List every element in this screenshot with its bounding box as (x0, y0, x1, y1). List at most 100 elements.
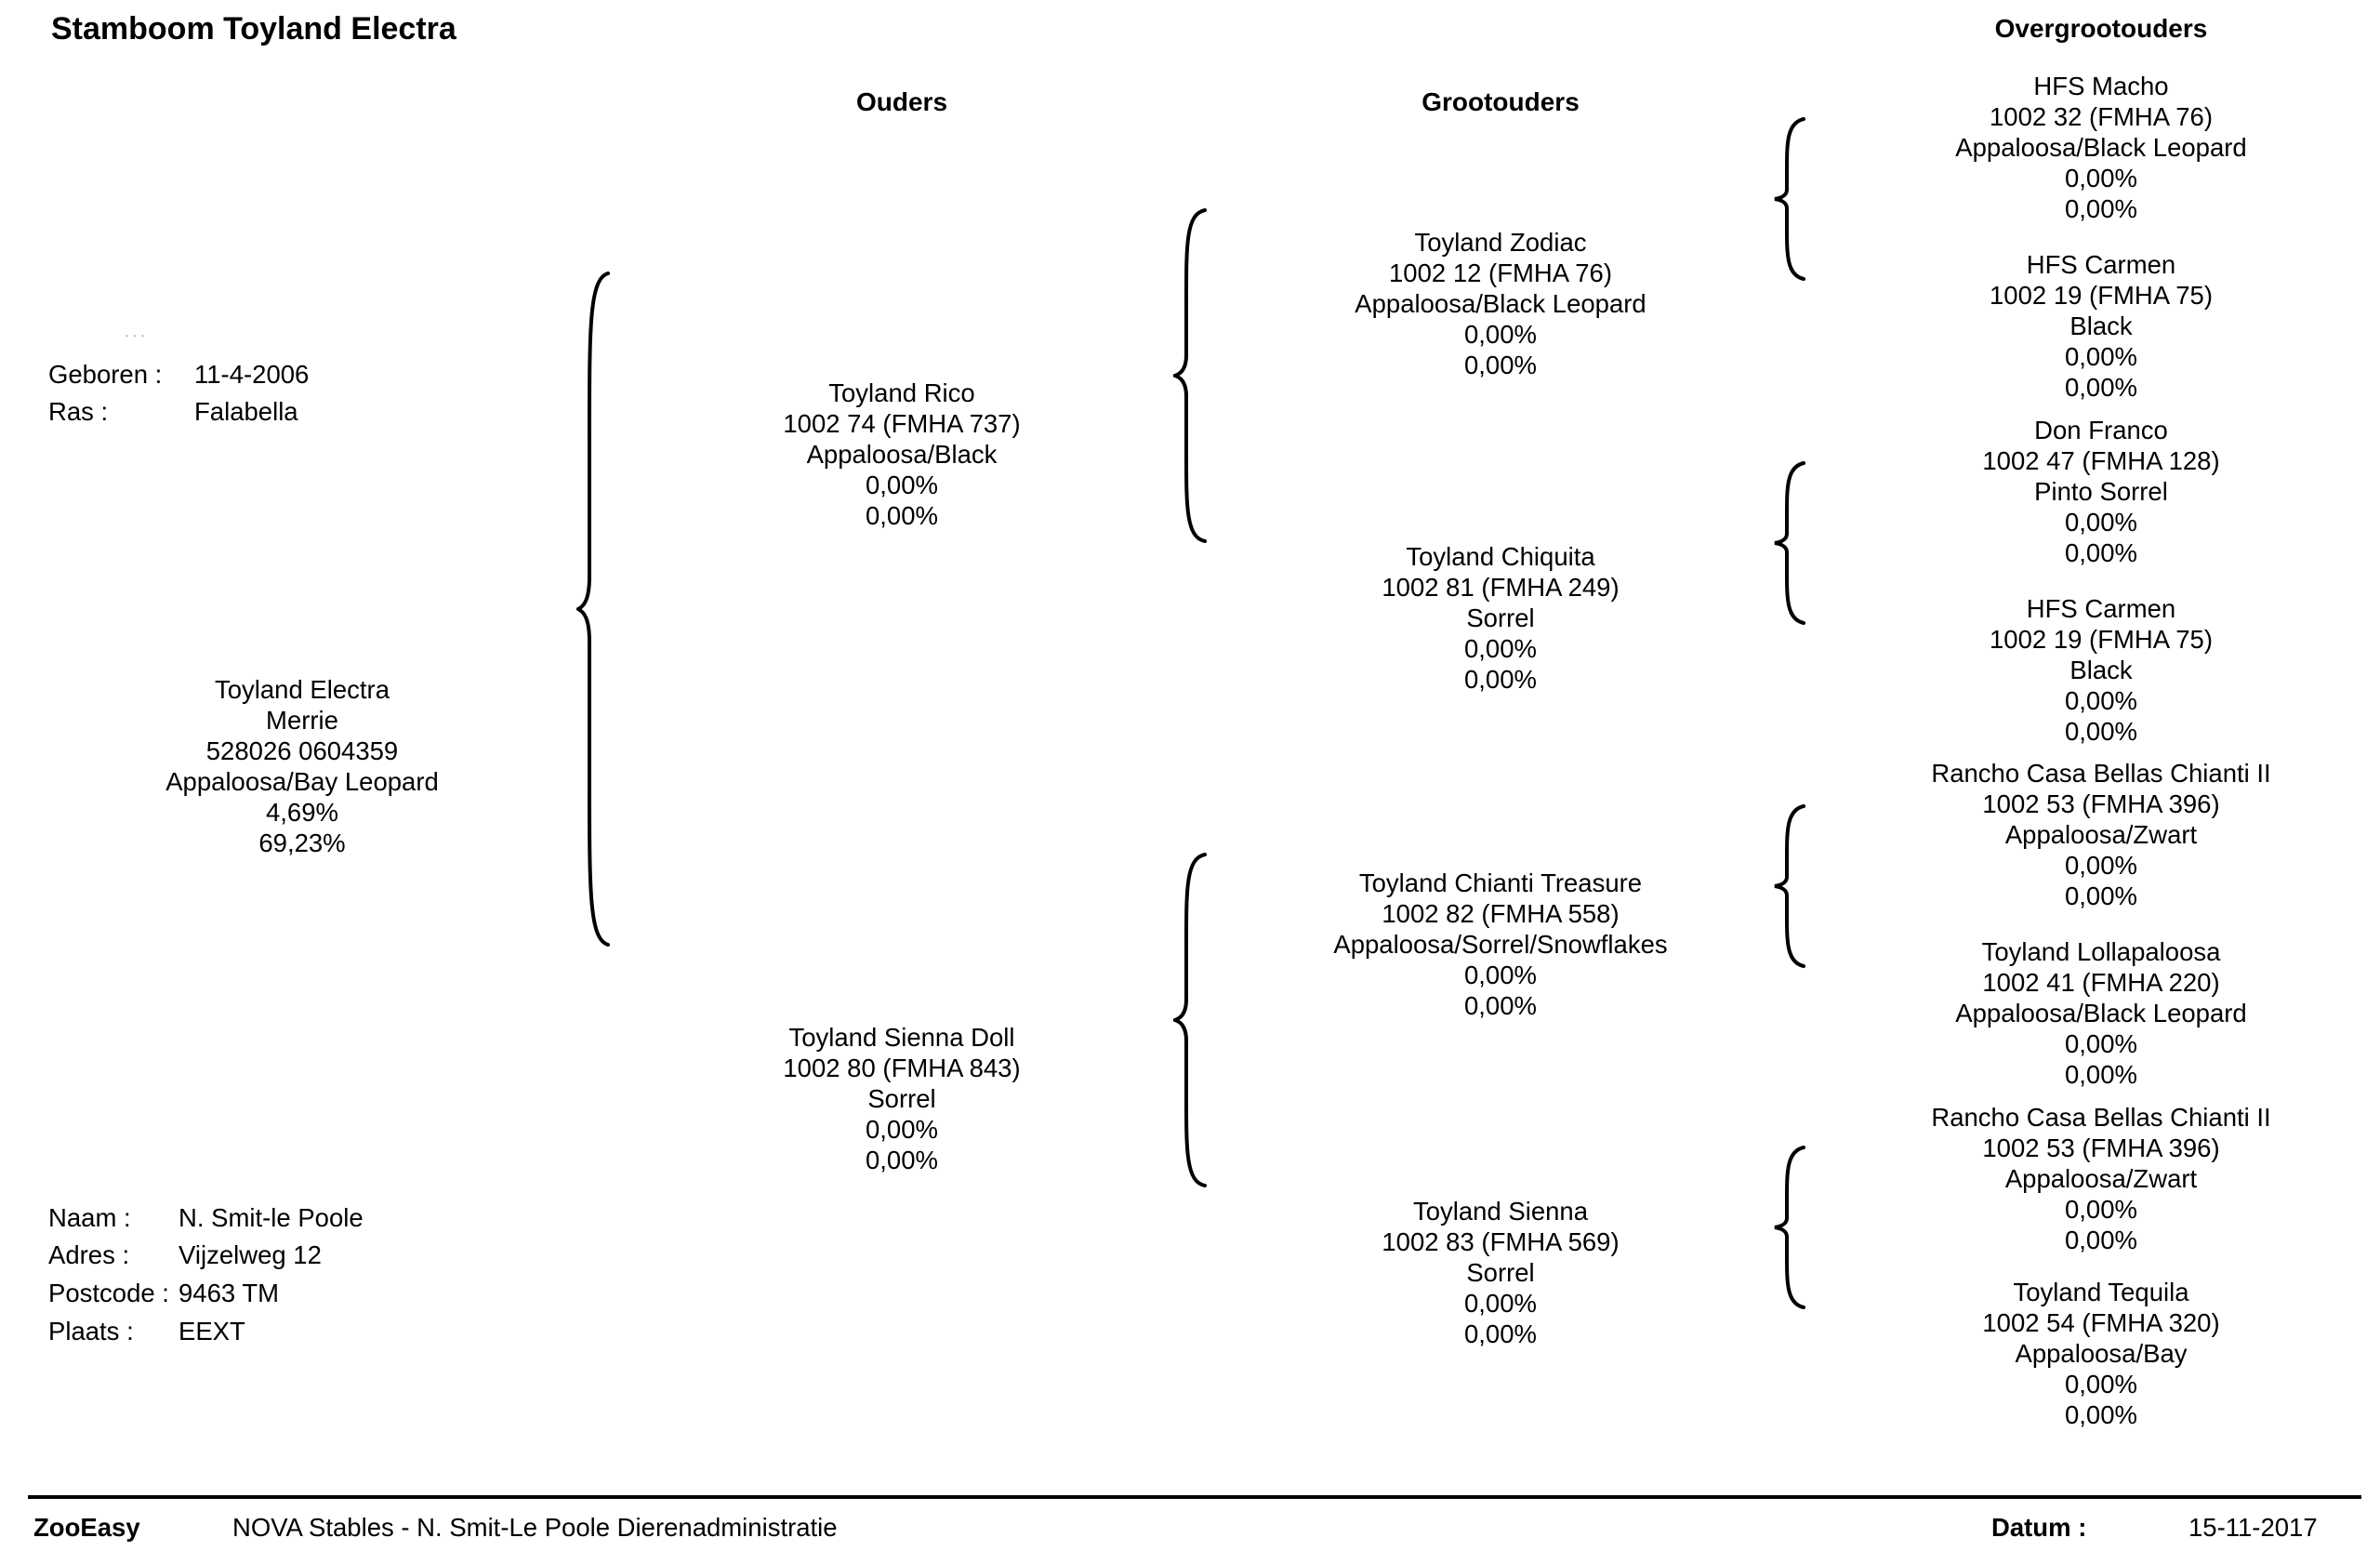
great-grandparent-id: 1002 19 (FMHA 75) (1990, 281, 2213, 310)
grandparent-block-1: Toyland Zodiac 1002 12 (FMHA 76) Appaloo… (1222, 227, 1779, 380)
subject-pct1: 4,69% (266, 798, 338, 827)
brace-subject-parents (576, 272, 610, 947)
animal-info: Geboren : 11-4-2006 Ras : Falabella (48, 356, 420, 440)
great-grandparent-block-5: Rancho Casa Bellas Chianti II 1002 53 (F… (1822, 758, 2380, 911)
parent-block-1: Toyland Rico 1002 74 (FMHA 737) Appaloos… (623, 378, 1181, 531)
grandparent-id: 1002 12 (FMHA 76) (1389, 258, 1612, 287)
brace-grandparent4-greatgrandparents (1774, 1146, 1805, 1309)
brace-parent2-grandparents (1173, 853, 1207, 1187)
great-grandparent-pct1: 0,00% (2065, 686, 2137, 715)
faint-mark: · · · (125, 327, 145, 342)
great-grandparent-pct2: 0,00% (2065, 1060, 2137, 1089)
great-grandparent-color: Pinto Sorrel (2034, 477, 2168, 506)
naam-label: Naam : (48, 1203, 131, 1232)
great-grandparent-pct2: 0,00% (2065, 194, 2137, 223)
great-grandparent-id: 1002 53 (FMHA 396) (1982, 1133, 2220, 1162)
plaats-value: EEXT (178, 1317, 245, 1346)
grandparent-id: 1002 81 (FMHA 249) (1382, 573, 1620, 602)
parent-pct2: 0,00% (866, 1146, 938, 1174)
brace-grandparent3-greatgrandparents (1774, 804, 1805, 968)
great-grandparent-color: Black (2069, 656, 2133, 684)
grandparent-name: Toyland Chiquita (1406, 542, 1595, 571)
great-grandparent-pct1: 0,00% (2065, 342, 2137, 371)
grandparent-color: Sorrel (1466, 603, 1535, 632)
adres-value: Vijzelweg 12 (178, 1240, 322, 1269)
great-grandparent-name: Don Franco (2034, 416, 2168, 444)
grandparent-id: 1002 83 (FMHA 569) (1382, 1227, 1620, 1256)
great-grandparent-id: 1002 32 (FMHA 76) (1990, 102, 2213, 131)
header-grootouders: Grootouders (1421, 87, 1580, 116)
ras-label: Ras : (48, 397, 109, 426)
great-grandparent-name: HFS Macho (2033, 72, 2169, 100)
parent-name: Toyland Rico (828, 378, 975, 407)
grandparent-name: Toyland Sienna (1412, 1197, 1589, 1226)
parent-id: 1002 74 (FMHA 737) (783, 409, 1021, 438)
header-overgrootouders: Overgrootouders (1994, 14, 2208, 43)
grandparent-block-3: Toyland Chianti Treasure 1002 82 (FMHA 5… (1222, 868, 1779, 1021)
great-grandparent-block-2: HFS Carmen 1002 19 (FMHA 75) Black 0,00%… (1822, 249, 2380, 403)
grandparent-pct2: 0,00% (1464, 351, 1537, 379)
grandparent-block-4: Toyland Sienna 1002 83 (FMHA 569) Sorrel… (1222, 1196, 1779, 1349)
grandparent-name: Toyland Chianti Treasure (1358, 868, 1643, 897)
great-grandparent-name: HFS Carmen (2026, 250, 2176, 279)
footer-organization: NOVA Stables - N. Smit-Le Poole Dierenad… (232, 1513, 838, 1542)
parent-pct2: 0,00% (866, 501, 938, 530)
grandparent-pct1: 0,00% (1464, 1289, 1537, 1318)
great-grandparent-pct2: 0,00% (2065, 882, 2137, 910)
grandparent-block-2: Toyland Chiquita 1002 81 (FMHA 249) Sorr… (1222, 541, 1779, 695)
grandparent-name: Toyland Zodiac (1414, 228, 1587, 257)
footer-datum-value: 15-11-2017 (2188, 1513, 2318, 1542)
great-grandparent-name: Toyland Lollapaloosa (1981, 937, 2221, 966)
great-grandparent-name: Rancho Casa Bellas Chianti II (1931, 1103, 2271, 1132)
ras-value: Falabella (194, 397, 298, 426)
footer-datum-label: Datum : (1991, 1513, 2087, 1542)
parent-color: Sorrel (867, 1084, 936, 1113)
header-ouders: Ouders (855, 87, 948, 116)
great-grandparent-pct1: 0,00% (2065, 1195, 2137, 1224)
plaats-label: Plaats : (48, 1317, 134, 1346)
grandparent-id: 1002 82 (FMHA 558) (1382, 899, 1620, 928)
footer-brand: ZooEasy (33, 1513, 140, 1542)
great-grandparent-block-6: Toyland Lollapaloosa 1002 41 (FMHA 220) … (1822, 936, 2380, 1090)
great-grandparent-name: Rancho Casa Bellas Chianti II (1931, 759, 2271, 788)
great-grandparent-pct1: 0,00% (2065, 164, 2137, 192)
parent-pct1: 0,00% (866, 471, 938, 499)
grandparent-pct2: 0,00% (1464, 665, 1537, 694)
parent-block-2: Toyland Sienna Doll 1002 80 (FMHA 843) S… (623, 1022, 1181, 1175)
great-grandparent-block-8: Toyland Tequila 1002 54 (FMHA 320) Appal… (1822, 1277, 2380, 1430)
great-grandparent-id: 1002 19 (FMHA 75) (1990, 625, 2213, 654)
great-grandparent-color: Appaloosa/Zwart (2004, 820, 2198, 849)
subject-block: Toyland Electra Merrie 528026 0604359 Ap… (23, 674, 581, 858)
grandparent-color: Appaloosa/Sorrel/Snowflakes (1333, 930, 1668, 959)
great-grandparent-color: Appaloosa/Black Leopard (1955, 133, 2247, 162)
great-grandparent-pct1: 0,00% (2065, 851, 2137, 880)
subject-sex: Merrie (266, 706, 338, 735)
footer-divider (28, 1495, 2361, 1499)
subject-name: Toyland Electra (214, 675, 390, 704)
owner-info: Naam : N. Smit-le Poole Adres : Vijzelwe… (48, 1200, 513, 1358)
great-grandparent-pct2: 0,00% (2065, 538, 2137, 567)
geboren-label: Geboren : (48, 360, 163, 389)
brace-grandparent2-greatgrandparents (1774, 461, 1805, 625)
great-grandparent-pct2: 0,00% (2065, 1400, 2137, 1429)
subject-pct2: 69,23% (258, 829, 346, 857)
great-grandparent-block-1: HFS Macho 1002 32 (FMHA 76) Appaloosa/Bl… (1822, 71, 2380, 224)
great-grandparent-pct1: 0,00% (2065, 1370, 2137, 1399)
great-grandparent-block-3: Don Franco 1002 47 (FMHA 128) Pinto Sorr… (1822, 415, 2380, 568)
grandparent-pct2: 0,00% (1464, 1319, 1537, 1348)
great-grandparent-id: 1002 41 (FMHA 220) (1982, 968, 2220, 997)
grandparent-color: Sorrel (1466, 1258, 1535, 1287)
great-grandparent-id: 1002 47 (FMHA 128) (1982, 446, 2220, 475)
great-grandparent-pct2: 0,00% (2065, 1226, 2137, 1254)
great-grandparent-pct2: 0,00% (2065, 373, 2137, 402)
subject-color: Appaloosa/Bay Leopard (165, 767, 439, 796)
grandparent-pct1: 0,00% (1464, 634, 1537, 663)
great-grandparent-id: 1002 53 (FMHA 396) (1982, 789, 2220, 818)
great-grandparent-color: Black (2069, 312, 2133, 340)
great-grandparent-id: 1002 54 (FMHA 320) (1982, 1308, 2220, 1337)
great-grandparent-block-4: HFS Carmen 1002 19 (FMHA 75) Black 0,00%… (1822, 593, 2380, 747)
grandparent-pct2: 0,00% (1464, 991, 1537, 1020)
grandparent-color: Appaloosa/Black Leopard (1355, 289, 1646, 318)
great-grandparent-block-7: Rancho Casa Bellas Chianti II 1002 53 (F… (1822, 1102, 2380, 1255)
brace-grandparent1-greatgrandparents (1774, 117, 1805, 281)
